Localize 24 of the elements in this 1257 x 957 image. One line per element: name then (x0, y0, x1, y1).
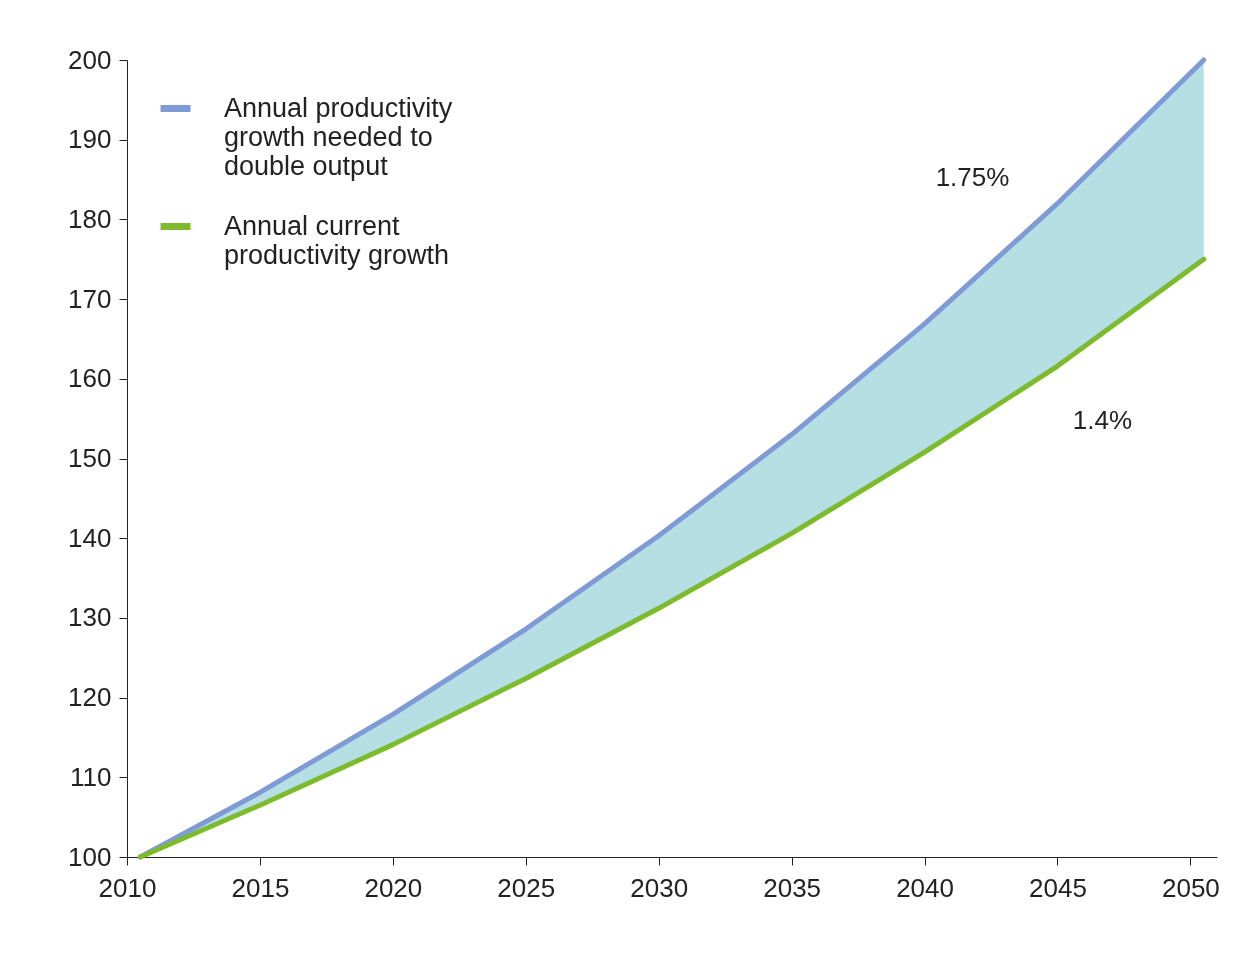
annotation: 1.4% (1072, 405, 1133, 436)
x-tick-label: 2045 (1029, 872, 1087, 903)
x-tick-label: 2015 (231, 872, 290, 903)
y-tick-label: 100 (68, 841, 112, 872)
y-tick-label: 140 (68, 522, 112, 553)
legend-label: Annual productivity growth needed to double output (224, 92, 453, 181)
y-tick-label: 200 (68, 44, 112, 75)
y-tick-label: 110 (70, 761, 112, 792)
x-tick-label: 2035 (763, 872, 822, 903)
y-tick-label: 180 (68, 203, 112, 234)
x-tick-label: 2010 (98, 872, 157, 903)
x-tick-label: 2020 (364, 872, 423, 903)
y-tick-label: 150 (68, 443, 112, 473)
x-tick-label: 2040 (896, 872, 954, 903)
y-tick-label: 120 (68, 682, 112, 713)
annotation: 1.75% (935, 162, 1010, 193)
y-tick-label: 190 (68, 124, 112, 155)
y-tick-label: 160 (68, 363, 112, 394)
y-tick-label: 130 (68, 602, 112, 633)
x-tick-label: 2050 (1161, 872, 1220, 903)
x-tick-label: 2030 (630, 872, 689, 903)
legend-label: Annual current productivity growth (224, 210, 450, 270)
y-tick-label: 170 (68, 283, 112, 314)
x-tick-label: 2025 (497, 872, 556, 903)
